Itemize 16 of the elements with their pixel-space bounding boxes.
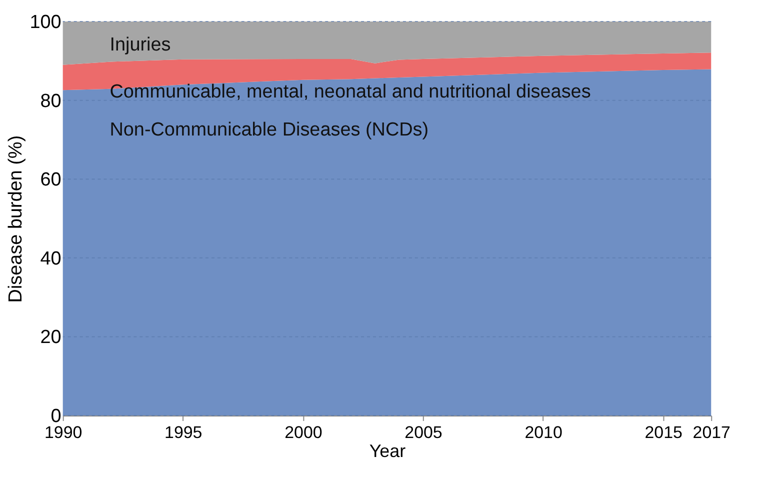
x-tick-label: 2000: [284, 422, 322, 442]
series-label: Injuries: [110, 34, 171, 56]
y-axis-title: Disease burden (%): [6, 135, 27, 303]
x-tick-label: 2015: [644, 422, 682, 442]
series-label: Communicable, mental, neonatal and nutritional diseases: [110, 81, 591, 102]
x-tick-label: 2005: [404, 422, 442, 442]
y-tick-label: 20: [40, 327, 62, 348]
x-tick-label: 1995: [164, 422, 202, 442]
x-tick-label: 2017: [692, 422, 730, 442]
x-tick-label: 2010: [524, 422, 562, 442]
y-tick-label: 100: [30, 12, 62, 34]
y-tick-label: 60: [40, 170, 62, 191]
y-tick-label: 40: [40, 248, 62, 270]
series-label: Non-Communicable Diseases (NCDs): [110, 119, 429, 140]
y-tick-label: 80: [40, 90, 62, 112]
x-axis-title: Year: [369, 440, 406, 461]
